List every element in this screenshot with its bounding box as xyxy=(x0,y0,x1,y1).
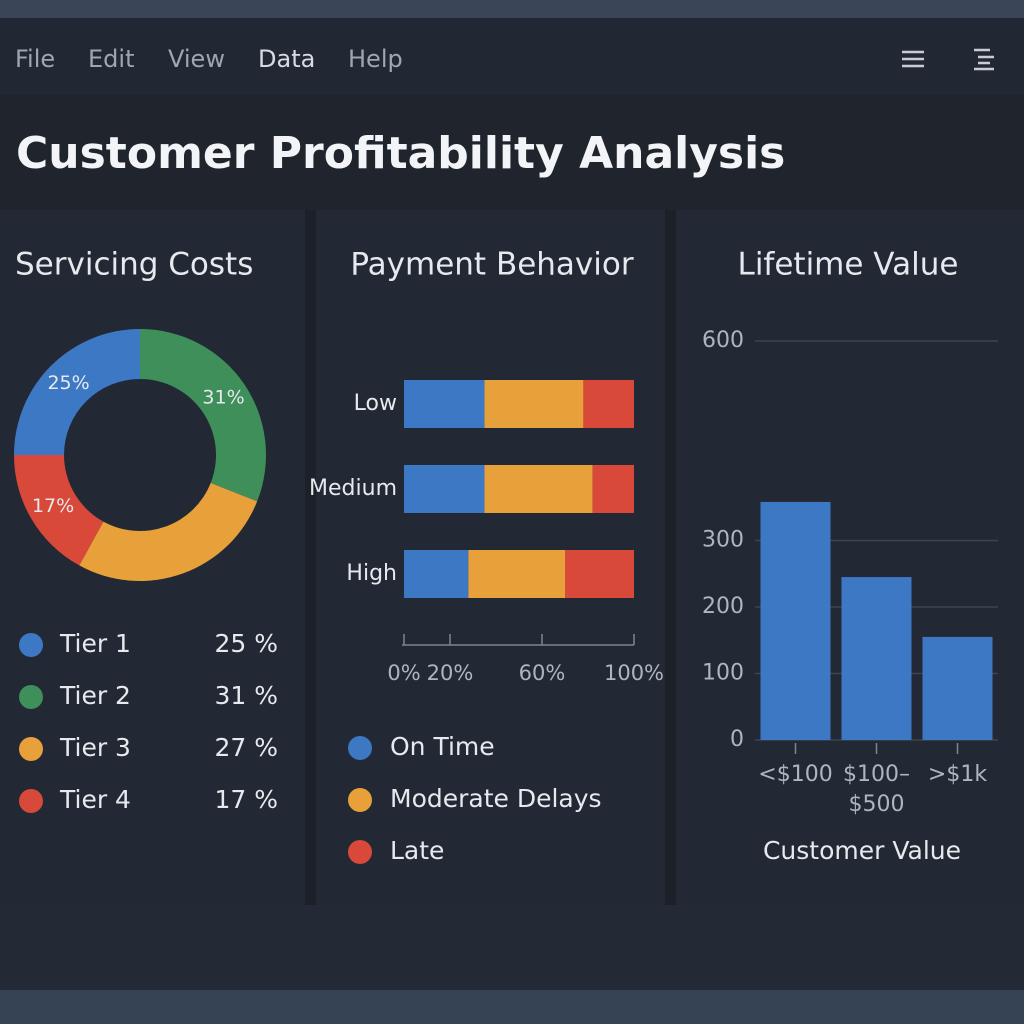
bar-segment xyxy=(404,465,485,513)
legend-label: Tier 4 xyxy=(59,785,131,814)
x-tick-label: 60% xyxy=(519,661,566,685)
legend-marker xyxy=(19,633,43,657)
menu-item[interactable]: View xyxy=(168,45,225,73)
menu-item[interactable]: Data xyxy=(258,45,315,73)
bar xyxy=(922,636,993,740)
bar-segment xyxy=(565,550,634,598)
chart-title: Payment Behavior xyxy=(350,247,633,283)
footer xyxy=(0,905,1024,990)
header xyxy=(0,95,1024,210)
bar-segment xyxy=(484,380,584,428)
menu-bar xyxy=(0,18,1024,95)
x-tick-label: <$100 xyxy=(758,762,833,787)
outline-icon[interactable] xyxy=(974,48,994,71)
legend-label: On Time xyxy=(390,732,495,761)
bar xyxy=(841,577,912,740)
bar xyxy=(760,501,831,740)
donut-slice xyxy=(140,329,266,502)
x-tick-label: >$1k xyxy=(927,762,988,787)
y-tick-label: High xyxy=(346,561,397,586)
y-tick-label: 300 xyxy=(702,528,744,553)
y-tick-label: 600 xyxy=(702,328,744,353)
legend-label: Moderate Delays xyxy=(390,784,602,813)
legend-label: Tier 1 xyxy=(59,629,131,658)
x-tick-label: $100–$500 xyxy=(843,762,910,817)
y-tick-label: 100 xyxy=(702,661,744,686)
x-tick-label: 0% xyxy=(387,661,420,685)
slice-label: 25% xyxy=(47,372,89,394)
chart-title: Lifetime Value xyxy=(738,247,959,283)
y-tick-label: Medium xyxy=(309,476,397,501)
y-tick-label: Low xyxy=(354,391,397,416)
bar-segment xyxy=(583,380,634,428)
legend-marker xyxy=(19,737,43,761)
bar-segment xyxy=(404,380,485,428)
chart-title: Servicing Costs xyxy=(15,247,253,283)
window-top xyxy=(0,0,1024,18)
legend-marker xyxy=(19,789,43,813)
donut-slice xyxy=(79,482,258,581)
donut-slice xyxy=(14,455,104,566)
legend-value: 25 % xyxy=(214,629,278,658)
legend-value: 31 % xyxy=(214,681,278,710)
legend-label: Late xyxy=(390,836,444,865)
legend-value: 17 % xyxy=(214,785,278,814)
menu-icon[interactable] xyxy=(902,50,924,68)
slice-label: 17% xyxy=(32,495,74,517)
donut-slice xyxy=(14,329,140,455)
legend-label: Tier 3 xyxy=(59,733,131,762)
legend-marker xyxy=(348,788,372,812)
legend-marker xyxy=(348,840,372,864)
bar-segment xyxy=(592,465,634,513)
legend-label: Tier 2 xyxy=(59,681,131,710)
legend-marker xyxy=(19,685,43,709)
page-title: Customer Profitability Analysis xyxy=(16,128,785,179)
legend-marker xyxy=(348,736,372,760)
slice-label: 31% xyxy=(202,387,244,409)
y-tick-label: 200 xyxy=(702,594,744,619)
taskbar xyxy=(0,990,1024,1024)
legend-value: 27 % xyxy=(214,733,278,762)
bar-segment xyxy=(484,465,593,513)
menu-item[interactable]: Help xyxy=(348,45,403,73)
bar-segment xyxy=(468,550,565,598)
x-tick-label: 20% xyxy=(427,661,474,685)
x-tick-label: 100% xyxy=(604,661,664,685)
menu-item[interactable]: File xyxy=(15,45,55,73)
y-tick-label: 0 xyxy=(730,727,744,752)
x-axis-label: Customer Value xyxy=(763,836,961,865)
panel xyxy=(676,210,1024,905)
menu-item[interactable]: Edit xyxy=(88,45,134,73)
bar-segment xyxy=(404,550,469,598)
